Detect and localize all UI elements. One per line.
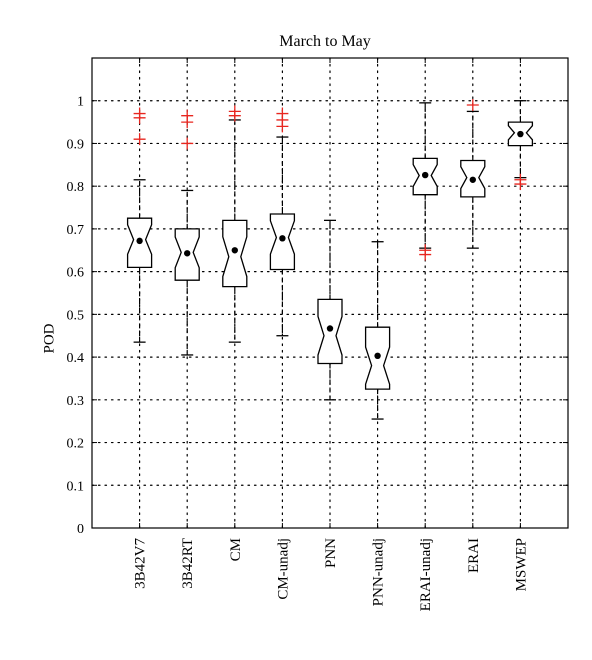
box-body [269,213,296,271]
box-CM-unadj [269,107,296,337]
x-tick-label: MSWEP [513,538,529,591]
mean-marker [231,247,238,254]
mean-marker [374,352,381,360]
y-tick-label: 0.9 [67,137,85,152]
outlier-marker [466,99,479,111]
x-tick-label: ERAI-unadj [418,538,434,611]
box-PNN [317,219,343,401]
chart-title: March to May [279,33,371,50]
y-tick-label: 0.3 [67,394,85,409]
y-tick-label: 0.4 [67,351,85,366]
outlier-marker [181,137,194,150]
x-tick-label: CM [228,538,244,561]
y-tick-label: 0.5 [67,308,85,323]
x-tick-label: 3B42V7 [133,538,149,589]
mean-marker [422,171,429,179]
box-PNN-unadj [364,241,391,420]
outlier-marker [181,109,194,122]
y-tick-label: 0.7 [67,223,85,238]
box-MSWEP [507,100,534,191]
x-tick-label: PNN-unadj [371,538,387,606]
mean-marker [184,250,191,257]
y-tick-label: 0.8 [67,180,85,195]
mean-marker [469,176,476,183]
x-tick-label: ERAI [466,538,482,573]
mean-marker [517,130,524,138]
box-3B42V7 [126,107,153,343]
y-tick-label: 0 [77,522,84,537]
mean-marker [326,325,334,332]
box-3B42RT [174,109,200,356]
box-body [222,219,248,288]
mean-marker [136,237,143,245]
outlier-marker [514,173,527,186]
x-tick-label: CM-unadj [275,538,291,600]
outlier-marker [133,133,146,146]
outlier-marker [228,105,241,118]
outlier-marker [276,107,289,120]
y-tick-label: 0.6 [67,266,85,281]
y-tick-label: 0.1 [67,479,85,494]
box-ERAI-unadj [412,102,438,261]
y-tick-label: 1 [77,95,84,110]
mean-marker [279,235,286,242]
outlier-marker [133,107,146,120]
x-tick-label: 3B42RT [180,538,196,589]
y-tick-label: 0.2 [67,437,85,452]
x-tick-label: PNN [323,538,339,568]
box-ERAI [460,99,486,249]
outlier-marker [419,244,432,257]
box-CM [222,105,248,343]
